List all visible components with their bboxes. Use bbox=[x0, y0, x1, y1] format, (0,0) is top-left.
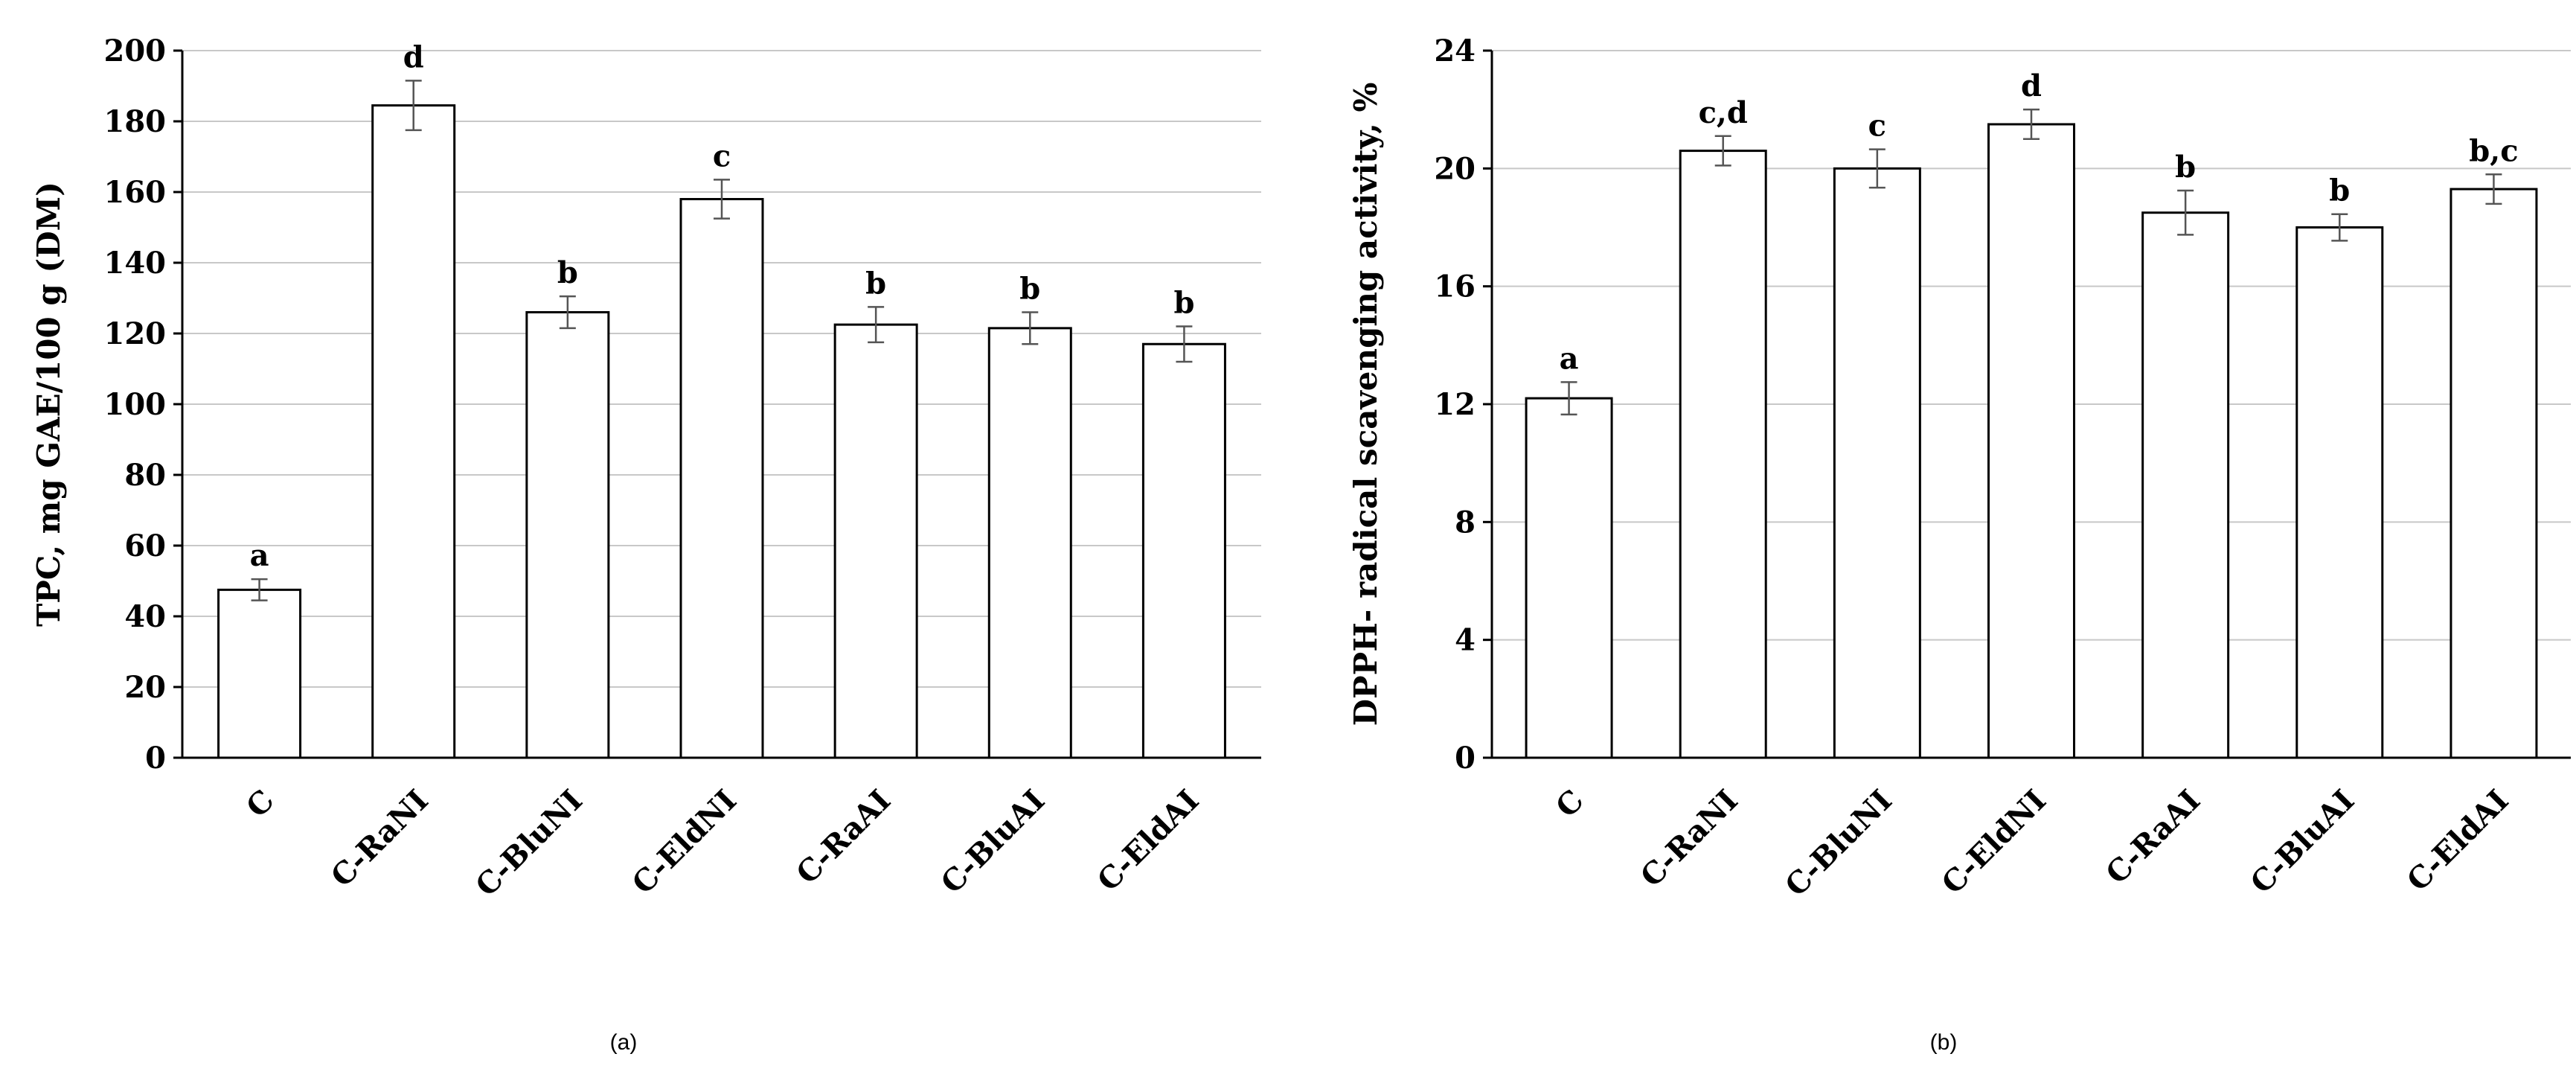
significance-label: b,c bbox=[2469, 133, 2518, 168]
bar bbox=[525, 311, 610, 759]
significance-label: b bbox=[2175, 150, 2196, 185]
y-tick-label: 16 bbox=[1434, 269, 1476, 304]
bar bbox=[987, 327, 1072, 759]
y-tick-label: 100 bbox=[104, 387, 167, 422]
x-category-label: C-RaAI bbox=[2099, 783, 2207, 891]
y-tick-label: 4 bbox=[1455, 623, 1476, 658]
y-tick-label: 0 bbox=[145, 741, 166, 776]
bar bbox=[1679, 150, 1767, 759]
y-tick-label: 140 bbox=[104, 246, 167, 281]
bar bbox=[833, 323, 918, 759]
y-axis-title: TPC, mg GAE/100 g (DM) bbox=[31, 182, 67, 627]
x-category-label: C-EldAI bbox=[2400, 783, 2516, 898]
panel-label: (b) bbox=[1930, 1030, 1958, 1055]
significance-label: a bbox=[250, 538, 269, 573]
significance-label: b bbox=[1173, 286, 1194, 321]
significance-label: b bbox=[557, 255, 578, 290]
x-category-label: C-EldNI bbox=[1935, 783, 2053, 901]
y-tick-label: 12 bbox=[1434, 387, 1476, 422]
significance-label: b bbox=[865, 266, 886, 301]
y-tick-label: 160 bbox=[104, 175, 167, 210]
bar bbox=[371, 104, 456, 759]
significance-label: a bbox=[1560, 341, 1579, 376]
x-category-label: C-EldNI bbox=[625, 783, 743, 901]
x-category-label: C-BluNI bbox=[1778, 783, 1899, 904]
y-axis-title: DPPH- radical scavenging activity, % bbox=[1348, 83, 1384, 726]
bar bbox=[1987, 123, 2075, 759]
significance-label: c bbox=[1868, 109, 1886, 144]
x-category-label: C-RaAI bbox=[789, 783, 897, 891]
y-tick-label: 180 bbox=[104, 104, 167, 139]
bar bbox=[1833, 167, 1921, 759]
x-category-label: C bbox=[1549, 783, 1591, 825]
y-tick-label: 60 bbox=[124, 528, 166, 563]
x-category-label: C-BluAI bbox=[934, 783, 1051, 901]
y-tick-label: 120 bbox=[104, 316, 167, 351]
significance-label: c,d bbox=[1699, 95, 1748, 130]
significance-label: c bbox=[713, 138, 731, 173]
x-category-label: C-BluAI bbox=[2243, 783, 2361, 901]
y-tick-label: 8 bbox=[1455, 505, 1476, 540]
y-tick-label: 20 bbox=[1434, 151, 1476, 186]
y-tick-label: 24 bbox=[1434, 33, 1476, 68]
y-tick-label: 80 bbox=[124, 458, 166, 493]
significance-label: d bbox=[403, 39, 424, 74]
y-tick-label: 40 bbox=[124, 599, 166, 634]
x-category-label: C-RaNI bbox=[324, 783, 435, 894]
x-category-label: C-RaNI bbox=[1634, 783, 1745, 894]
y-tick-label: 200 bbox=[104, 33, 167, 68]
bar bbox=[2295, 226, 2384, 759]
x-category-label: C bbox=[240, 783, 281, 825]
panel-label: (a) bbox=[610, 1030, 638, 1055]
bar bbox=[2450, 188, 2538, 759]
bar bbox=[2141, 211, 2230, 759]
y-tick-label: 0 bbox=[1455, 741, 1476, 776]
x-category-label: C-BluNI bbox=[469, 783, 589, 904]
y-tick-label: 20 bbox=[124, 670, 166, 705]
significance-label: b bbox=[1019, 272, 1040, 307]
bar bbox=[1141, 342, 1226, 759]
bar bbox=[679, 198, 764, 759]
bar bbox=[217, 588, 302, 759]
significance-label: b bbox=[2329, 173, 2350, 208]
significance-label: d bbox=[2021, 68, 2042, 103]
bar bbox=[1525, 397, 1613, 759]
x-category-label: C-EldAI bbox=[1091, 783, 1206, 898]
